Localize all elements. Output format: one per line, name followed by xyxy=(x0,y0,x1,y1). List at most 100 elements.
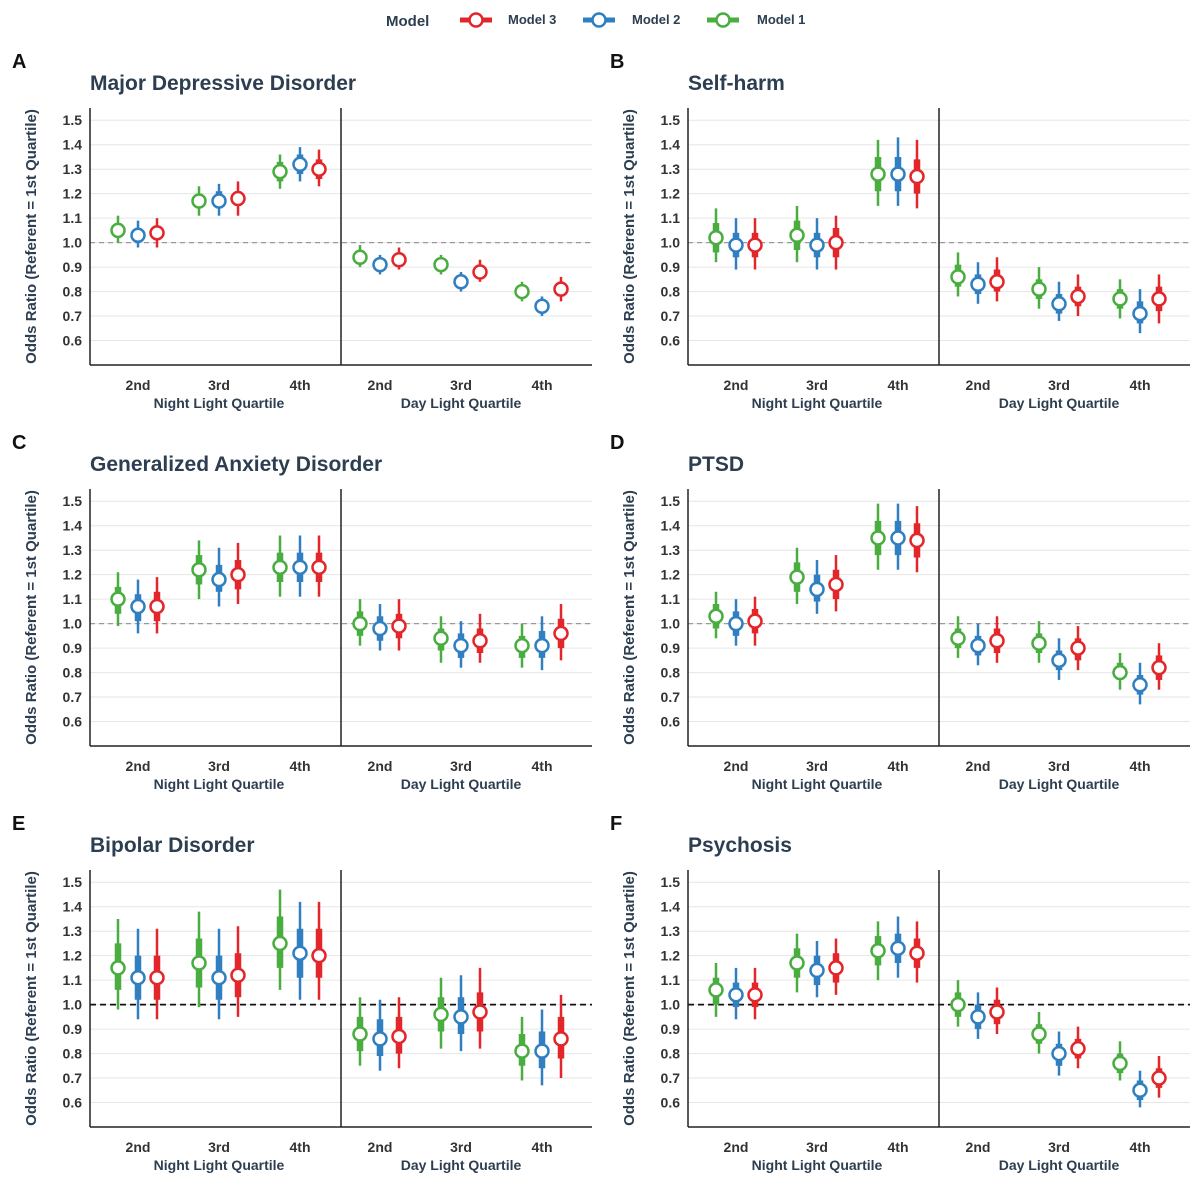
x-tick-label: 2nd xyxy=(126,1139,151,1155)
y-tick-label: 0.8 xyxy=(661,284,681,300)
panel-title: Major Depressive Disorder xyxy=(90,72,356,95)
y-tick-label: 0.8 xyxy=(661,1046,681,1062)
point-estimate xyxy=(352,1026,368,1042)
panel-title: Self-harm xyxy=(688,72,785,95)
point-estimate xyxy=(553,281,569,297)
point-estimate xyxy=(728,237,744,253)
point-estimate xyxy=(1031,635,1047,651)
point-estimate xyxy=(909,532,925,549)
x-tick-label: 3rd xyxy=(450,377,472,393)
point-estimate xyxy=(352,615,368,632)
panel-title: Psychosis xyxy=(688,834,792,857)
panel-letter: E xyxy=(12,813,25,835)
y-tick-label: 1.5 xyxy=(661,493,681,509)
series-model-2 xyxy=(130,535,550,671)
point-estimate xyxy=(553,625,569,642)
point-estimate xyxy=(352,249,368,266)
point-estimate xyxy=(514,1043,530,1059)
point-estimate xyxy=(909,168,925,185)
y-tick-label: 1.1 xyxy=(63,591,83,607)
series-model-1 xyxy=(110,154,530,302)
y-tick-label: 1.2 xyxy=(661,948,681,964)
point-estimate xyxy=(950,269,966,285)
point-estimate xyxy=(534,1043,550,1059)
y-tick-label: 0.9 xyxy=(63,640,83,656)
point-estimate xyxy=(230,190,246,207)
series-model-1 xyxy=(708,503,1128,690)
y-tick-label: 1.0 xyxy=(661,235,681,251)
point-estimate xyxy=(950,996,966,1013)
point-estimate xyxy=(553,1031,569,1047)
y-tick-label: 0.6 xyxy=(661,333,681,349)
point-estimate xyxy=(292,945,308,961)
y-tick-label: 0.6 xyxy=(661,1095,681,1111)
point-estimate xyxy=(728,615,744,632)
panel-letter: A xyxy=(12,51,26,73)
point-estimate xyxy=(534,637,550,654)
point-estimate xyxy=(970,1009,986,1025)
y-tick-label: 1.3 xyxy=(661,161,681,177)
panel-e: E Bipolar Disorder 0.6 0.7 0.8 0.9 1.0 1.1 1.2 1.… xyxy=(12,813,592,1173)
x-tick-label: 2nd xyxy=(126,377,151,393)
point-estimate xyxy=(110,222,126,239)
x-tick-label: 2nd xyxy=(966,1139,991,1155)
panel-letter: B xyxy=(610,51,624,73)
point-estimate xyxy=(809,581,825,598)
y-tick-label: 1.3 xyxy=(63,542,83,558)
point-estimate xyxy=(391,252,407,268)
point-estimate xyxy=(149,969,165,986)
series-model-3 xyxy=(747,506,1167,690)
point-estimate xyxy=(472,633,488,649)
point-estimate xyxy=(1031,281,1047,297)
panel-a: A Major Depressive Disorder 0.6 0.7 0.8 0.9 1.… xyxy=(12,51,592,411)
y-tick-label: 0.6 xyxy=(63,333,83,349)
panel-letter: C xyxy=(12,432,26,454)
point-estimate xyxy=(130,227,146,244)
point-estimate xyxy=(1070,640,1086,656)
x-tick-label: 4th xyxy=(888,377,909,393)
x-tick-label: 4th xyxy=(1130,1139,1151,1155)
x-tick-label: 3rd xyxy=(208,377,230,393)
x-group-label-day: Day Light Quartile xyxy=(999,1157,1120,1173)
x-group-label-day: Day Light Quartile xyxy=(999,395,1120,411)
point-estimate xyxy=(391,1028,407,1045)
series-model-3 xyxy=(747,921,1167,1098)
x-tick-label: 3rd xyxy=(450,1139,472,1155)
point-estimate xyxy=(870,166,886,182)
point-estimate xyxy=(970,637,986,654)
point-estimate xyxy=(1112,664,1128,681)
point-estimate xyxy=(989,633,1005,649)
point-estimate xyxy=(372,620,388,637)
x-tick-label: 2nd xyxy=(966,758,991,774)
y-tick-label: 0.9 xyxy=(661,1021,681,1037)
y-tick-label: 1.4 xyxy=(661,899,681,915)
point-estimate xyxy=(453,1009,469,1025)
point-estimate xyxy=(950,630,966,647)
point-estimate xyxy=(211,193,227,209)
panel-title: Bipolar Disorder xyxy=(90,834,255,857)
y-tick-label: 1.5 xyxy=(63,874,83,890)
point-estimate xyxy=(1051,296,1067,312)
x-tick-label: 2nd xyxy=(724,1139,749,1155)
series-model-2 xyxy=(728,916,1148,1108)
panel-letter: D xyxy=(610,432,624,454)
point-estimate xyxy=(1151,1070,1167,1086)
point-estimate xyxy=(1132,677,1148,693)
point-estimate xyxy=(789,955,805,971)
y-tick-label: 1.4 xyxy=(63,899,83,915)
point-estimate xyxy=(453,637,469,654)
y-tick-label: 1.4 xyxy=(63,518,83,534)
point-estimate xyxy=(828,576,844,593)
y-tick-label: 1.1 xyxy=(63,972,83,988)
point-estimate xyxy=(433,1006,449,1023)
point-estimate xyxy=(989,1004,1005,1020)
series-model-2 xyxy=(728,503,1148,705)
y-tick-label: 1.5 xyxy=(63,112,83,128)
series-model-1 xyxy=(708,921,1128,1081)
y-tick-label: 0.7 xyxy=(661,1070,681,1086)
legend-key-point-model-1 xyxy=(715,12,731,28)
point-estimate xyxy=(989,274,1005,290)
y-axis-title: Odds Ratio (Referent = 1st Quartile) xyxy=(23,490,40,745)
y-tick-label: 0.6 xyxy=(63,1095,83,1111)
series-model-2 xyxy=(130,901,550,1086)
